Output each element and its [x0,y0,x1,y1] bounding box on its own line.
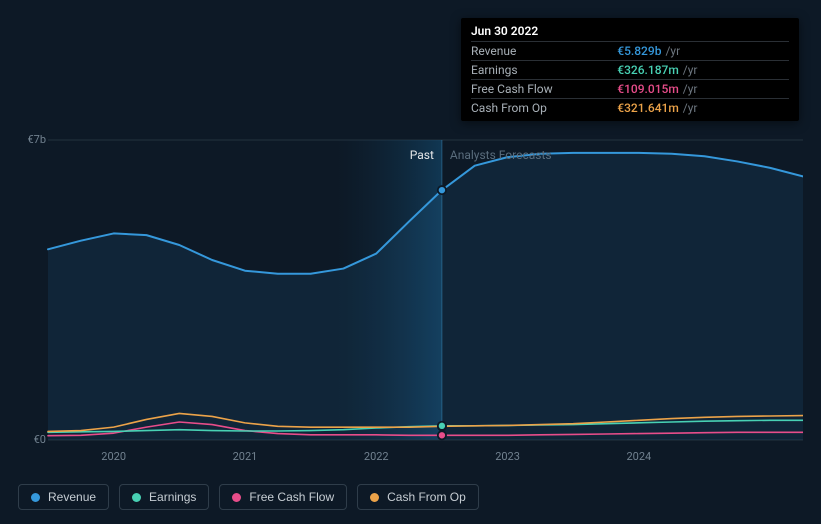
tooltip-row-label: Earnings [471,61,617,80]
tooltip-row: Cash From Op€321.641m/yr [471,99,789,118]
tooltip-row-label: Cash From Op [471,99,617,118]
chart-legend: Revenue Earnings Free Cash Flow Cash From O… [18,484,479,510]
x-axis-label: 2020 [101,450,126,463]
tooltip-row-label: Free Cash Flow [471,80,617,99]
x-axis-label: 2023 [495,450,520,463]
legend-item-label: Revenue [48,490,96,504]
tooltip-row: Free Cash Flow€109.015m/yr [471,80,789,99]
x-axis-label: 2022 [364,450,389,463]
legend-swatch-icon [370,493,379,502]
x-axis-label: 2021 [233,450,258,463]
tooltip-row-value: €109.015m/yr [617,80,789,99]
legend-swatch-icon [132,493,141,502]
legend-item-free_cash_flow[interactable]: Free Cash Flow [219,484,347,510]
legend-item-revenue[interactable]: Revenue [18,484,109,510]
legend-swatch-icon [31,493,40,502]
tooltip-row: Earnings€326.187m/yr [471,61,789,80]
legend-item-label: Free Cash Flow [249,490,334,504]
legend-item-label: Earnings [149,490,196,504]
tooltip-row-label: Revenue [471,42,617,61]
section-label-forecast: Analysts Forecasts [450,148,552,162]
tooltip-row-value: €321.641m/yr [617,99,789,118]
chart-tooltip: Jun 30 2022 Revenue€5.829b/yrEarnings€32… [461,18,799,121]
tooltip-row-value: €5.829b/yr [617,42,789,61]
tooltip-date: Jun 30 2022 [471,24,789,41]
y-axis-label: €7b [18,133,46,146]
legend-swatch-icon [232,493,241,502]
section-label-past: Past [402,148,434,162]
legend-item-cash_from_op[interactable]: Cash From Op [357,484,479,510]
y-axis-label: €0 [18,433,46,446]
x-axis-label: 2024 [626,450,651,463]
tooltip-row: Revenue€5.829b/yr [471,42,789,61]
tooltip-table: Revenue€5.829b/yrEarnings€326.187m/yrFre… [471,41,789,117]
legend-item-earnings[interactable]: Earnings [119,484,209,510]
legend-item-label: Cash From Op [387,490,466,504]
tooltip-row-value: €326.187m/yr [617,61,789,80]
